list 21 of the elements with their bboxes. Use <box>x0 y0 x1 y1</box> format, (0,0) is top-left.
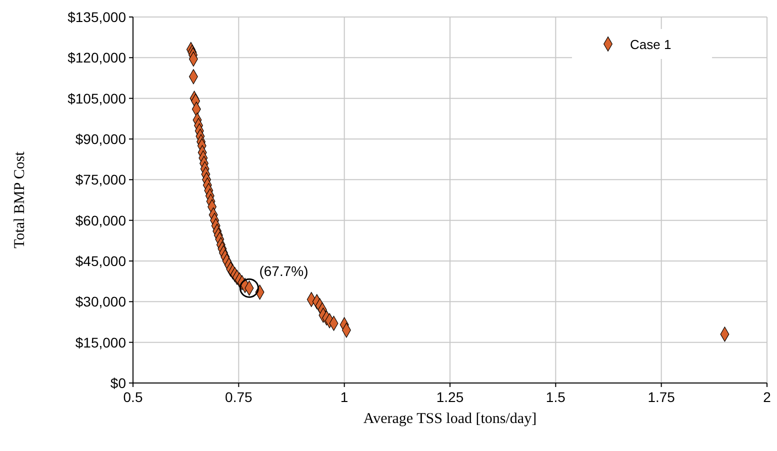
y-tick-label: $15,000 <box>75 334 126 350</box>
y-tick-label: $30,000 <box>75 294 126 310</box>
y-tick-label: $90,000 <box>75 131 126 147</box>
y-tick-label: $75,000 <box>75 172 126 188</box>
y-tick-label: $45,000 <box>75 253 126 269</box>
x-tick-label: 0.5 <box>123 389 143 405</box>
y-tick-label: $60,000 <box>75 212 126 228</box>
legend-label: Case 1 <box>630 37 672 52</box>
y-tick-label: $0 <box>110 375 126 391</box>
y-tick-label: $105,000 <box>68 90 126 106</box>
y-tick-label: $120,000 <box>68 50 126 66</box>
x-tick-label: 1.75 <box>648 389 676 405</box>
x-axis-title: Average TSS load [tons/day] <box>363 411 537 427</box>
annotation: (67.7%) <box>259 263 308 280</box>
x-tick-label: 1.5 <box>546 389 566 405</box>
x-tick-label: 2 <box>763 389 772 405</box>
y-axis-title: Total BMP Cost <box>12 150 28 248</box>
x-tick-label: 0.75 <box>225 389 253 405</box>
x-tick-label: 1 <box>340 389 348 405</box>
x-tick-label: 1.25 <box>436 389 464 405</box>
y-tick-label: $135,000 <box>68 9 126 25</box>
